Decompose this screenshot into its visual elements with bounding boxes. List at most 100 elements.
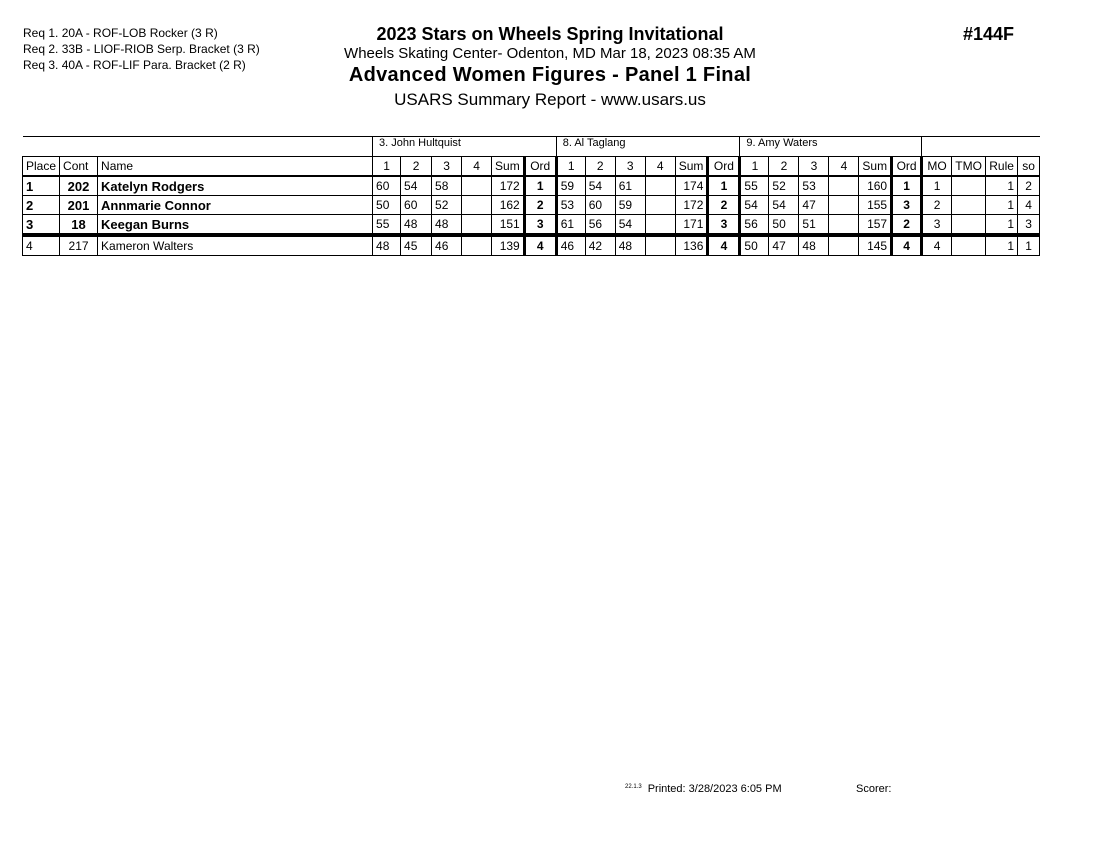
ordinal-cell: 4	[890, 234, 924, 256]
score-cell: 48	[400, 214, 433, 237]
score-cell: 55	[372, 214, 402, 237]
score-cell: 60	[400, 195, 433, 215]
printed-date: Printed: 3/28/2023 6:05 PM	[647, 783, 782, 795]
score-cell: 54	[400, 175, 433, 196]
tmo-cell	[951, 195, 987, 215]
sum-cell: 136	[674, 234, 709, 256]
score-cell	[828, 234, 860, 256]
score-cell: 61	[614, 175, 646, 196]
header-score: 1	[739, 156, 770, 177]
header-sum: Sum	[674, 156, 709, 177]
mo-cell: 2	[921, 195, 953, 215]
score-cell: 48	[431, 214, 463, 237]
table-row: 3 18 Keegan Burns 55 48 48 151 3 61 56 54 171 3 56 50 5…	[21, 214, 1041, 237]
mo-cell: 3	[921, 214, 953, 237]
score-cell	[644, 214, 676, 237]
ordinal-cell: 2	[522, 195, 558, 215]
header-sum: Sum	[858, 156, 893, 177]
ordinal-cell: 2	[890, 214, 924, 237]
tmo-cell	[951, 175, 987, 196]
score-cell: 56	[584, 214, 616, 237]
sum-cell: 155	[858, 195, 893, 215]
header-mo: MO	[921, 156, 953, 177]
score-cell: 51	[798, 214, 830, 237]
so-cell: 4	[1017, 195, 1041, 215]
name-cell: Annmarie Connor	[97, 195, 374, 215]
score-cell: 60	[584, 195, 616, 215]
score-cell	[461, 195, 493, 215]
name-cell: Katelyn Rodgers	[97, 175, 374, 196]
name-cell: Keegan Burns	[97, 214, 374, 237]
place-cell: 3	[21, 214, 61, 237]
header-score: 2	[584, 156, 616, 177]
results-table: 3. John Hultquist 8. Al Taglang 9. Amy Wat…	[21, 136, 1041, 256]
score-cell: 46	[555, 234, 586, 256]
header-score: 3	[614, 156, 646, 177]
ordinal-cell: 3	[890, 195, 924, 215]
score-cell: 55	[739, 175, 770, 196]
ordinal-cell: 2	[706, 195, 742, 215]
sum-cell: 151	[491, 214, 525, 237]
score-cell: 53	[555, 195, 586, 215]
version-code: 22.1.3	[625, 784, 642, 790]
ordinal-cell: 1	[522, 175, 558, 196]
header-ord: Ord	[522, 156, 558, 177]
score-cell	[828, 175, 860, 196]
ordinal-cell: 3	[706, 214, 742, 237]
requirement-1: Req 1. 20A - ROF-LOB Rocker (3 R)	[23, 26, 218, 40]
sum-cell: 145	[858, 234, 893, 256]
mo-cell: 4	[921, 234, 953, 256]
judge-name: 3. John Hultquist	[372, 136, 557, 157]
spacer	[921, 136, 1040, 157]
so-cell: 2	[1017, 175, 1041, 196]
sum-cell: 172	[491, 175, 525, 196]
cont-cell: 217	[59, 234, 99, 256]
venue-date: Wheels Skating Center- Odenton, MD Mar 1…	[344, 45, 756, 62]
tmo-cell	[951, 214, 987, 237]
place-cell: 2	[21, 195, 61, 215]
header-score: 4	[828, 156, 860, 177]
place-cell: 1	[21, 175, 61, 196]
cont-cell: 18	[59, 214, 99, 237]
score-cell	[461, 175, 493, 196]
score-cell: 54	[739, 195, 770, 215]
score-cell: 53	[798, 175, 830, 196]
tmo-cell	[951, 234, 987, 256]
score-cell: 52	[768, 175, 800, 196]
event-number: #144F	[963, 24, 1015, 44]
ordinal-cell: 1	[890, 175, 924, 196]
printed-info: 22.1.3 Printed: 3/28/2023 6:05 PM	[625, 783, 782, 795]
ordinal-cell: 1	[706, 175, 742, 196]
score-cell	[461, 234, 493, 256]
score-cell	[644, 175, 676, 196]
sum-cell: 157	[858, 214, 893, 237]
cont-cell: 201	[59, 195, 99, 215]
score-cell: 58	[431, 175, 463, 196]
header-ord: Ord	[706, 156, 742, 177]
column-header-row: Place Cont Name 1 2 3 4 Sum Ord 1 2 3 4 Sum Ord 1 2 3 4 Sum…	[21, 156, 1041, 177]
rule-cell: 1	[985, 234, 1019, 256]
sum-cell: 174	[674, 175, 709, 196]
event-title: Advanced Women Figures - Panel 1 Final	[348, 64, 752, 86]
sum-cell: 162	[491, 195, 525, 215]
sum-cell: 172	[674, 195, 709, 215]
judge-name: 9. Amy Waters	[739, 136, 923, 157]
place-cell: 4	[21, 234, 61, 256]
score-cell: 42	[584, 234, 616, 256]
so-cell: 3	[1017, 214, 1041, 237]
competition-title: 2023 Stars on Wheels Spring Invitational	[376, 24, 724, 44]
table-row: 4 217 Kameron Walters 48 45 46 139 4 46 42 48 136 4 5…	[21, 234, 1041, 256]
score-cell: 50	[372, 195, 402, 215]
ordinal-cell: 3	[522, 214, 558, 237]
rule-cell: 1	[985, 214, 1019, 237]
header-sum: Sum	[491, 156, 525, 177]
header-place: Place	[21, 156, 61, 177]
score-cell	[828, 195, 860, 215]
header-score: 4	[644, 156, 676, 177]
score-cell	[644, 234, 676, 256]
judge-name: 8. Al Taglang	[555, 136, 741, 157]
judge-header-row: 3. John Hultquist 8. Al Taglang 9. Amy Wat…	[22, 136, 1040, 157]
rule-cell: 1	[985, 195, 1019, 215]
score-cell	[828, 214, 860, 237]
header-score: 2	[400, 156, 433, 177]
